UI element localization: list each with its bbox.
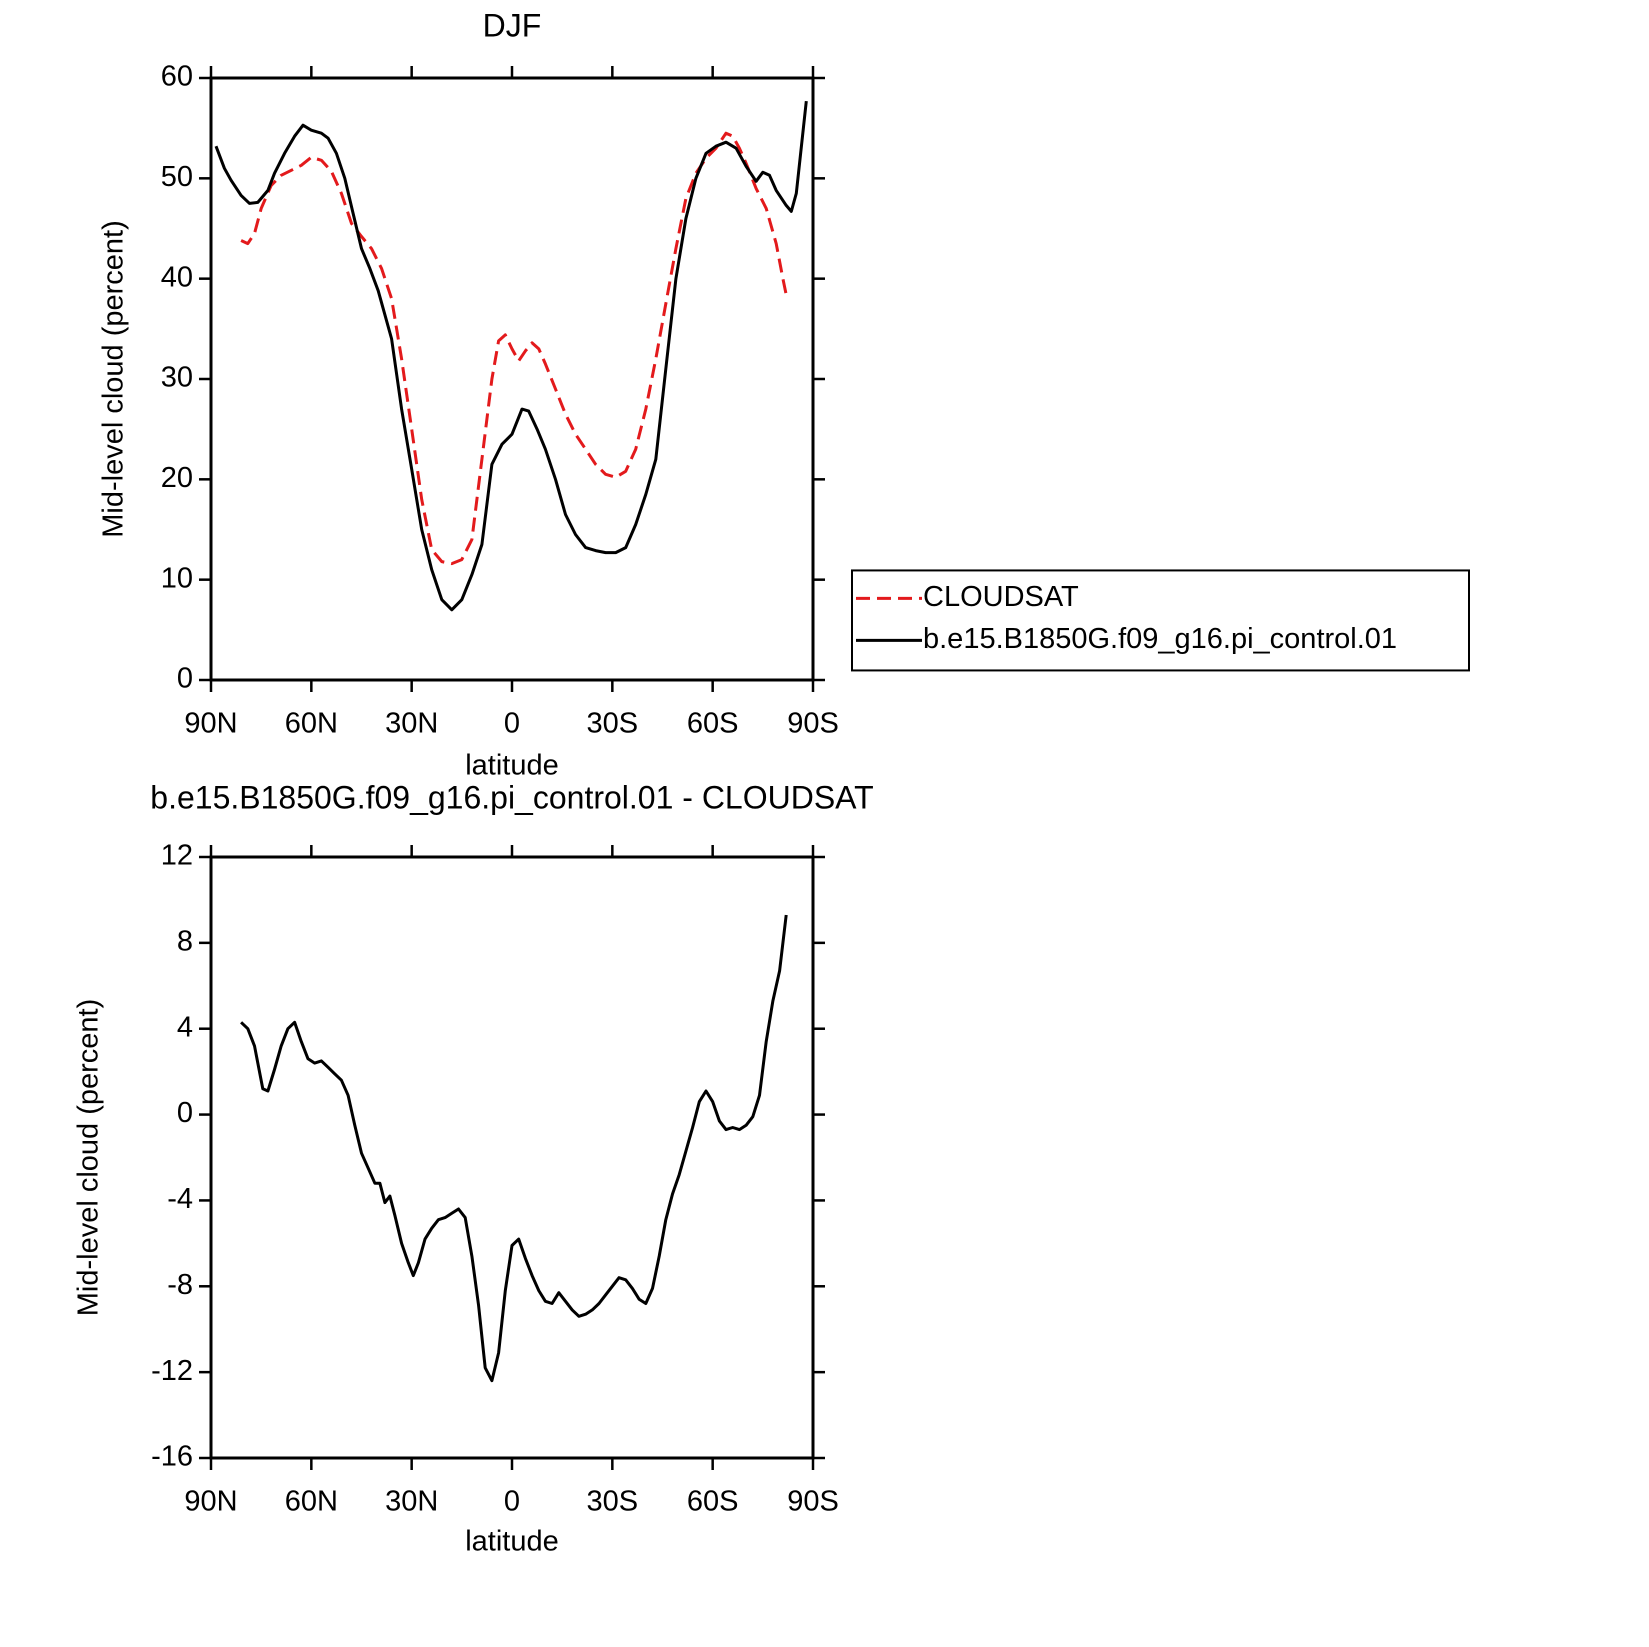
x-axis-label: latitude bbox=[465, 750, 559, 782]
x-axis-label: latitude bbox=[465, 1526, 559, 1558]
x-tick-label: 30S bbox=[587, 708, 639, 740]
data-line bbox=[214, 100, 808, 612]
data-line bbox=[240, 131, 788, 566]
x-tick-label: 90N bbox=[184, 1486, 237, 1518]
chart-title: DJF bbox=[483, 7, 542, 43]
y-tick-label: 12 bbox=[161, 840, 193, 872]
y-tick-label: 4 bbox=[177, 1011, 193, 1043]
y-tick-label: -16 bbox=[151, 1441, 193, 1473]
plot-frame bbox=[209, 855, 815, 1460]
y-tick-label: 0 bbox=[177, 1097, 193, 1129]
y-tick-label: 20 bbox=[161, 462, 193, 494]
x-tick-label: 60S bbox=[687, 1486, 739, 1518]
y-tick-label: 0 bbox=[177, 663, 193, 695]
x-tick-label: 30N bbox=[385, 1486, 438, 1518]
y-tick-label: 8 bbox=[177, 926, 193, 958]
legend-box bbox=[851, 569, 1470, 672]
x-tick-label: 30N bbox=[385, 708, 438, 740]
y-tick-label: -12 bbox=[151, 1355, 193, 1387]
data-line bbox=[240, 914, 788, 1383]
x-tick-label: 90N bbox=[184, 708, 237, 740]
legend-label: CLOUDSAT bbox=[923, 581, 1079, 613]
x-tick-label: 60S bbox=[687, 708, 739, 740]
y-axis-label: Mid-level cloud (percent) bbox=[73, 999, 105, 1317]
y-axis-label: Mid-level cloud (percent) bbox=[98, 220, 130, 538]
y-tick-label: 60 bbox=[161, 61, 193, 93]
x-tick-label: 0 bbox=[504, 708, 520, 740]
x-tick-label: 90S bbox=[787, 1486, 839, 1518]
plot-frame bbox=[209, 76, 815, 682]
y-tick-label: 30 bbox=[161, 362, 193, 394]
legend-label: b.e15.B1850G.f09_g16.pi_control.01 bbox=[923, 623, 1397, 655]
y-tick-label: 10 bbox=[161, 562, 193, 594]
y-tick-label: 50 bbox=[161, 161, 193, 193]
x-tick-label: 90S bbox=[787, 708, 839, 740]
y-tick-label: -8 bbox=[167, 1269, 193, 1301]
y-tick-label: -4 bbox=[167, 1183, 193, 1215]
x-tick-label: 60N bbox=[285, 1486, 338, 1518]
x-tick-label: 60N bbox=[285, 708, 338, 740]
x-tick-label: 30S bbox=[587, 1486, 639, 1518]
x-tick-label: 0 bbox=[504, 1486, 520, 1518]
chart-title: b.e15.B1850G.f09_g16.pi_control.01 - CLO… bbox=[150, 779, 873, 815]
y-tick-label: 40 bbox=[161, 261, 193, 293]
